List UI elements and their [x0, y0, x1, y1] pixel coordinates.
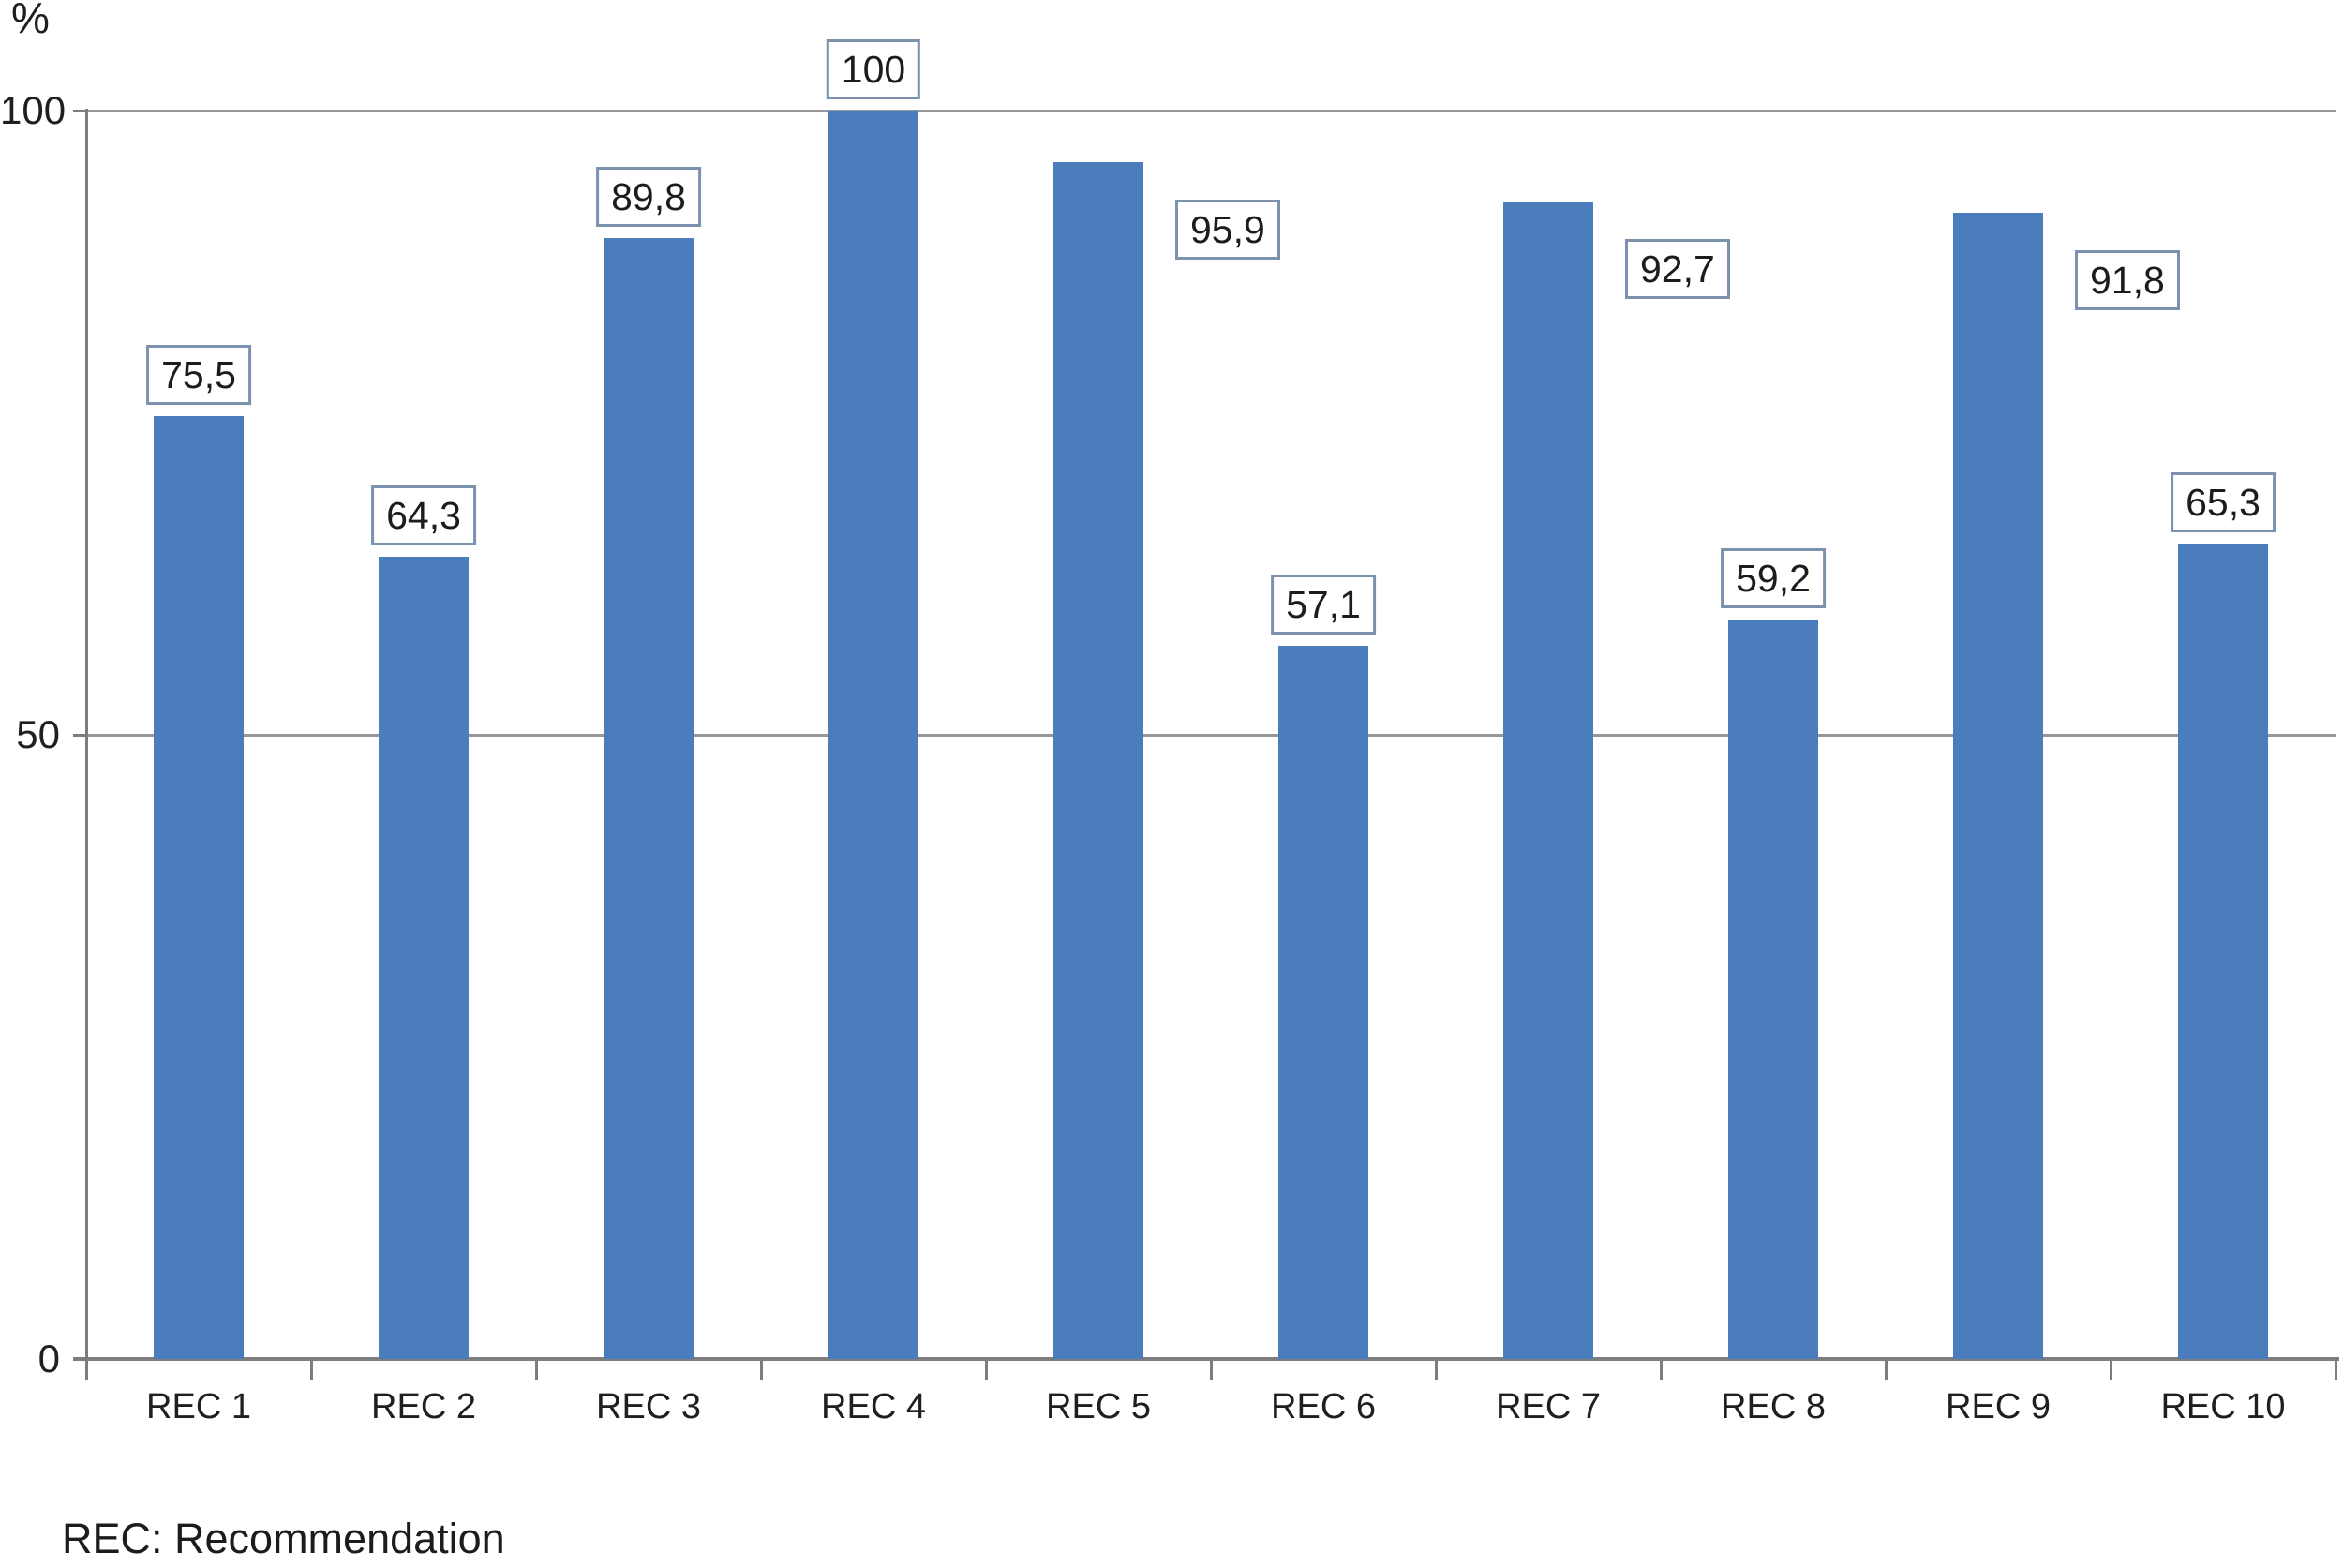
y-axis-unit-label: % — [11, 0, 50, 42]
y-axis-line — [84, 109, 88, 1372]
y-tick-label-100: 100 — [0, 88, 67, 132]
bar-rec-5 — [1053, 161, 1143, 1359]
bar-rec-8 — [1728, 620, 1818, 1359]
x-tick-label-rec-6: REC 6 — [1271, 1387, 1376, 1426]
x-tick-label-rec-2: REC 2 — [371, 1387, 476, 1426]
x-tick-mark-7 — [1659, 1359, 1663, 1380]
x-tick-mark-5 — [1209, 1359, 1213, 1380]
gridline-100 — [86, 109, 2336, 112]
x-tick-label-rec-9: REC 9 — [1946, 1387, 2051, 1426]
x-tick-mark-4 — [984, 1359, 988, 1380]
value-label-rec-8: 59,2 — [1721, 548, 1826, 609]
bar-rec-3 — [604, 237, 694, 1359]
x-tick-mark-0 — [84, 1359, 88, 1380]
bar-rec-6 — [1278, 646, 1368, 1359]
bar-rec-7 — [1503, 202, 1593, 1359]
value-label-rec-4: 100 — [826, 39, 921, 99]
x-tick-mark-3 — [759, 1359, 763, 1380]
x-tick-mark-9 — [2109, 1359, 2112, 1380]
value-label-rec-7: 92,7 — [1625, 239, 1730, 300]
bar-rec-2 — [379, 556, 469, 1359]
x-tick-label-rec-1: REC 1 — [146, 1387, 251, 1426]
gridline-50 — [86, 733, 2336, 737]
y-tick-label-50: 50 — [16, 712, 60, 756]
value-label-rec-5: 95,9 — [1175, 199, 1280, 260]
value-label-rec-10: 65,3 — [2171, 472, 2276, 533]
bar-rec-4 — [828, 111, 918, 1359]
value-label-rec-3: 89,8 — [596, 166, 701, 227]
value-label-rec-2: 64,3 — [371, 485, 476, 545]
value-label-rec-1: 75,5 — [146, 345, 251, 406]
y-tick-mark-100 — [73, 109, 86, 112]
chart-footnote: REC: Recommendation — [62, 1515, 505, 1562]
bar-rec-1 — [154, 416, 244, 1359]
x-tick-label-rec-8: REC 8 — [1721, 1387, 1826, 1426]
x-tick-label-rec-4: REC 4 — [821, 1387, 926, 1426]
y-tick-mark-50 — [73, 733, 86, 737]
x-tick-label-rec-5: REC 5 — [1046, 1387, 1151, 1426]
value-label-rec-9: 91,8 — [2075, 250, 2180, 311]
value-label-rec-6: 57,1 — [1271, 575, 1376, 635]
x-axis-line — [73, 1357, 2339, 1361]
y-tick-label-0: 0 — [37, 1337, 60, 1381]
x-tick-mark-10 — [2334, 1359, 2337, 1380]
x-tick-mark-1 — [309, 1359, 313, 1380]
bar-rec-9 — [1953, 213, 2043, 1359]
x-tick-mark-6 — [1434, 1359, 1438, 1380]
x-tick-mark-8 — [1884, 1359, 1888, 1380]
bar-rec-10 — [2178, 544, 2268, 1359]
x-tick-label-rec-3: REC 3 — [596, 1387, 701, 1426]
x-tick-mark-2 — [534, 1359, 538, 1380]
x-tick-label-rec-10: REC 10 — [2160, 1387, 2286, 1426]
x-tick-label-rec-7: REC 7 — [1496, 1387, 1601, 1426]
